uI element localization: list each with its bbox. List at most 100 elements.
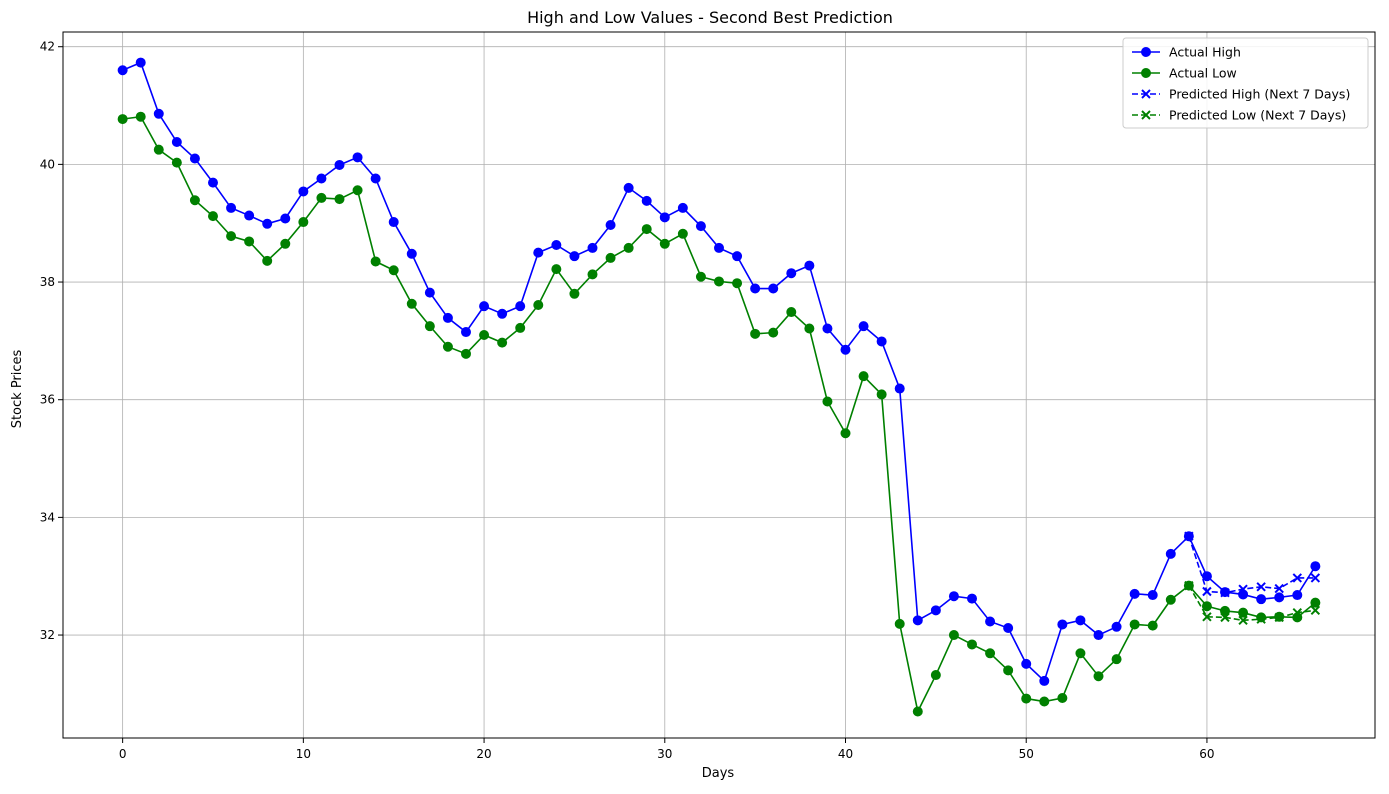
- predicted-low-next-7-days-line: [1188, 585, 1316, 622]
- actual-high-point: [262, 218, 273, 229]
- actual-high-point: [1129, 588, 1140, 599]
- actual-low-point: [587, 269, 598, 280]
- y-tick-label: 40: [40, 157, 55, 171]
- predicted-low-next-7-days-point: [1274, 612, 1284, 623]
- actual-low-point: [768, 327, 779, 338]
- predicted-low-next-7-days-point: [1256, 614, 1266, 624]
- legend-label: Actual High: [1169, 45, 1241, 60]
- actual-high-point: [226, 202, 237, 213]
- actual-high-point: [786, 268, 797, 279]
- actual-low-point: [153, 144, 164, 155]
- actual-high-point: [479, 301, 490, 312]
- actual-high-point: [948, 591, 959, 602]
- actual-high-point: [587, 242, 598, 253]
- y-tick-label: 34: [40, 510, 55, 524]
- axes: [62, 31, 1376, 739]
- actual-high-point: [1093, 630, 1104, 641]
- actual-high-point: [207, 177, 218, 188]
- actual-low-point: [786, 307, 797, 318]
- actual-low-point: [659, 238, 670, 249]
- predicted-low-next-7-days-point: [1238, 615, 1248, 626]
- actual-high-point: [424, 287, 435, 298]
- actual-high-point: [641, 195, 652, 206]
- actual-high-point: [352, 152, 363, 163]
- actual-high-point: [135, 57, 146, 68]
- actual-low-point: [460, 348, 471, 359]
- actual-high-point: [858, 321, 869, 332]
- actual-high-point: [1039, 675, 1050, 686]
- actual-low-point: [750, 328, 761, 339]
- actual-high-point: [117, 65, 128, 76]
- predicted-high-next-7-days-point: [1184, 531, 1194, 541]
- predicted-low-next-7-days-point: [1184, 580, 1194, 591]
- y-axis-label: Stock Prices: [10, 349, 25, 428]
- legend-label: Predicted Low (Next 7 Days): [1169, 108, 1346, 123]
- actual-high-point: [750, 283, 761, 294]
- actual-high-point: [171, 137, 182, 148]
- y-tick-label: 32: [40, 628, 55, 642]
- actual-low-point: [1147, 620, 1158, 631]
- predicted-low-next-7-days-point: [1202, 612, 1212, 622]
- predicted-low-next-7-days-point: [1220, 612, 1230, 623]
- actual-low-point: [1111, 654, 1122, 665]
- actual-high-point: [406, 248, 417, 259]
- actual-low-point: [1003, 665, 1014, 676]
- actual-high-point: [1310, 561, 1321, 572]
- actual-low-point: [442, 341, 453, 352]
- actual-high-point: [316, 173, 327, 184]
- actual-high-point: [497, 308, 508, 319]
- actual-high-point: [298, 186, 309, 197]
- actual-low-point: [894, 618, 905, 629]
- actual-high-point: [659, 212, 670, 223]
- y-tick-label: 42: [40, 40, 55, 54]
- actual-low-point: [912, 706, 923, 717]
- actual-high-point: [804, 260, 815, 271]
- x-axis-ticks: 0 10 20 30 40 50 60: [119, 738, 1215, 761]
- actual-low-point: [497, 337, 508, 348]
- predicted-high-next-7-days-point: [1220, 587, 1230, 598]
- actual-low-point: [858, 371, 869, 382]
- actual-high-point: [244, 210, 255, 221]
- actual-low-point: [967, 639, 978, 650]
- actual-low-point: [840, 428, 851, 439]
- actual-low-series: [117, 111, 1321, 717]
- actual-low-point: [298, 217, 309, 228]
- actual-high-point: [515, 301, 526, 312]
- actual-low-point: [569, 288, 580, 299]
- predicted-low-next-7-days-series: [1184, 580, 1321, 626]
- actual-low-point: [1021, 693, 1032, 704]
- predicted-high-next-7-days-series: [1184, 531, 1321, 598]
- actual-low-point: [804, 323, 815, 334]
- actual-low-point: [370, 256, 381, 267]
- actual-low-point: [171, 157, 182, 168]
- actual-low-point: [1039, 696, 1050, 707]
- legend: Actual High Actual Low Predicted High (Nex…: [1122, 37, 1369, 129]
- actual-high-point: [569, 251, 580, 262]
- x-tick-label: 50: [1019, 747, 1034, 761]
- x-tick-label: 40: [838, 747, 853, 761]
- series: [117, 57, 1321, 717]
- actual-high-point: [551, 239, 562, 250]
- actual-low-point: [334, 194, 345, 205]
- actual-high-point: [967, 593, 978, 604]
- x-tick-label: 20: [476, 747, 491, 761]
- legend-marker: [1141, 89, 1151, 99]
- actual-high-series: [117, 57, 1321, 686]
- actual-high-point: [732, 251, 743, 262]
- actual-low-point: [876, 389, 887, 400]
- actual-high-point: [876, 336, 887, 347]
- actual-high-point: [985, 616, 996, 627]
- actual-high-point: [1201, 571, 1212, 582]
- legend-box: [1122, 37, 1369, 129]
- predicted-high-next-7-days-point: [1256, 582, 1266, 592]
- actual-low-point: [948, 630, 959, 641]
- actual-low-point: [551, 264, 562, 275]
- actual-low-point: [135, 111, 146, 122]
- actual-high-point: [605, 219, 616, 230]
- actual-low-point: [352, 185, 363, 196]
- actual-low-point: [641, 224, 652, 235]
- actual-high-point: [280, 213, 291, 224]
- actual-low-point: [695, 271, 706, 282]
